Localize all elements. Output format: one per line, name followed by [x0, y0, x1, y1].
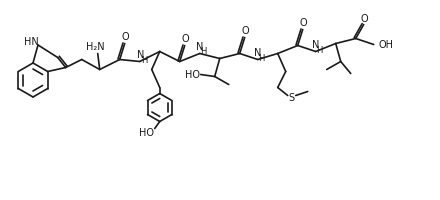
Text: N: N	[312, 39, 319, 49]
Text: H: H	[259, 54, 265, 63]
Text: O: O	[300, 18, 308, 28]
Text: H: H	[201, 47, 207, 56]
Text: O: O	[361, 13, 369, 23]
Text: S: S	[289, 93, 295, 103]
Text: OH: OH	[378, 40, 393, 50]
Text: N: N	[254, 47, 261, 57]
Text: N: N	[137, 50, 144, 60]
Text: H₂N: H₂N	[86, 42, 105, 52]
Text: HO: HO	[185, 70, 200, 80]
Text: H: H	[142, 56, 148, 65]
Text: HN: HN	[24, 37, 38, 47]
Text: O: O	[122, 32, 129, 42]
Text: O: O	[242, 26, 249, 36]
Text: N: N	[196, 41, 203, 51]
Text: O: O	[182, 34, 190, 44]
Text: H: H	[316, 46, 323, 55]
Text: HO: HO	[139, 127, 154, 137]
